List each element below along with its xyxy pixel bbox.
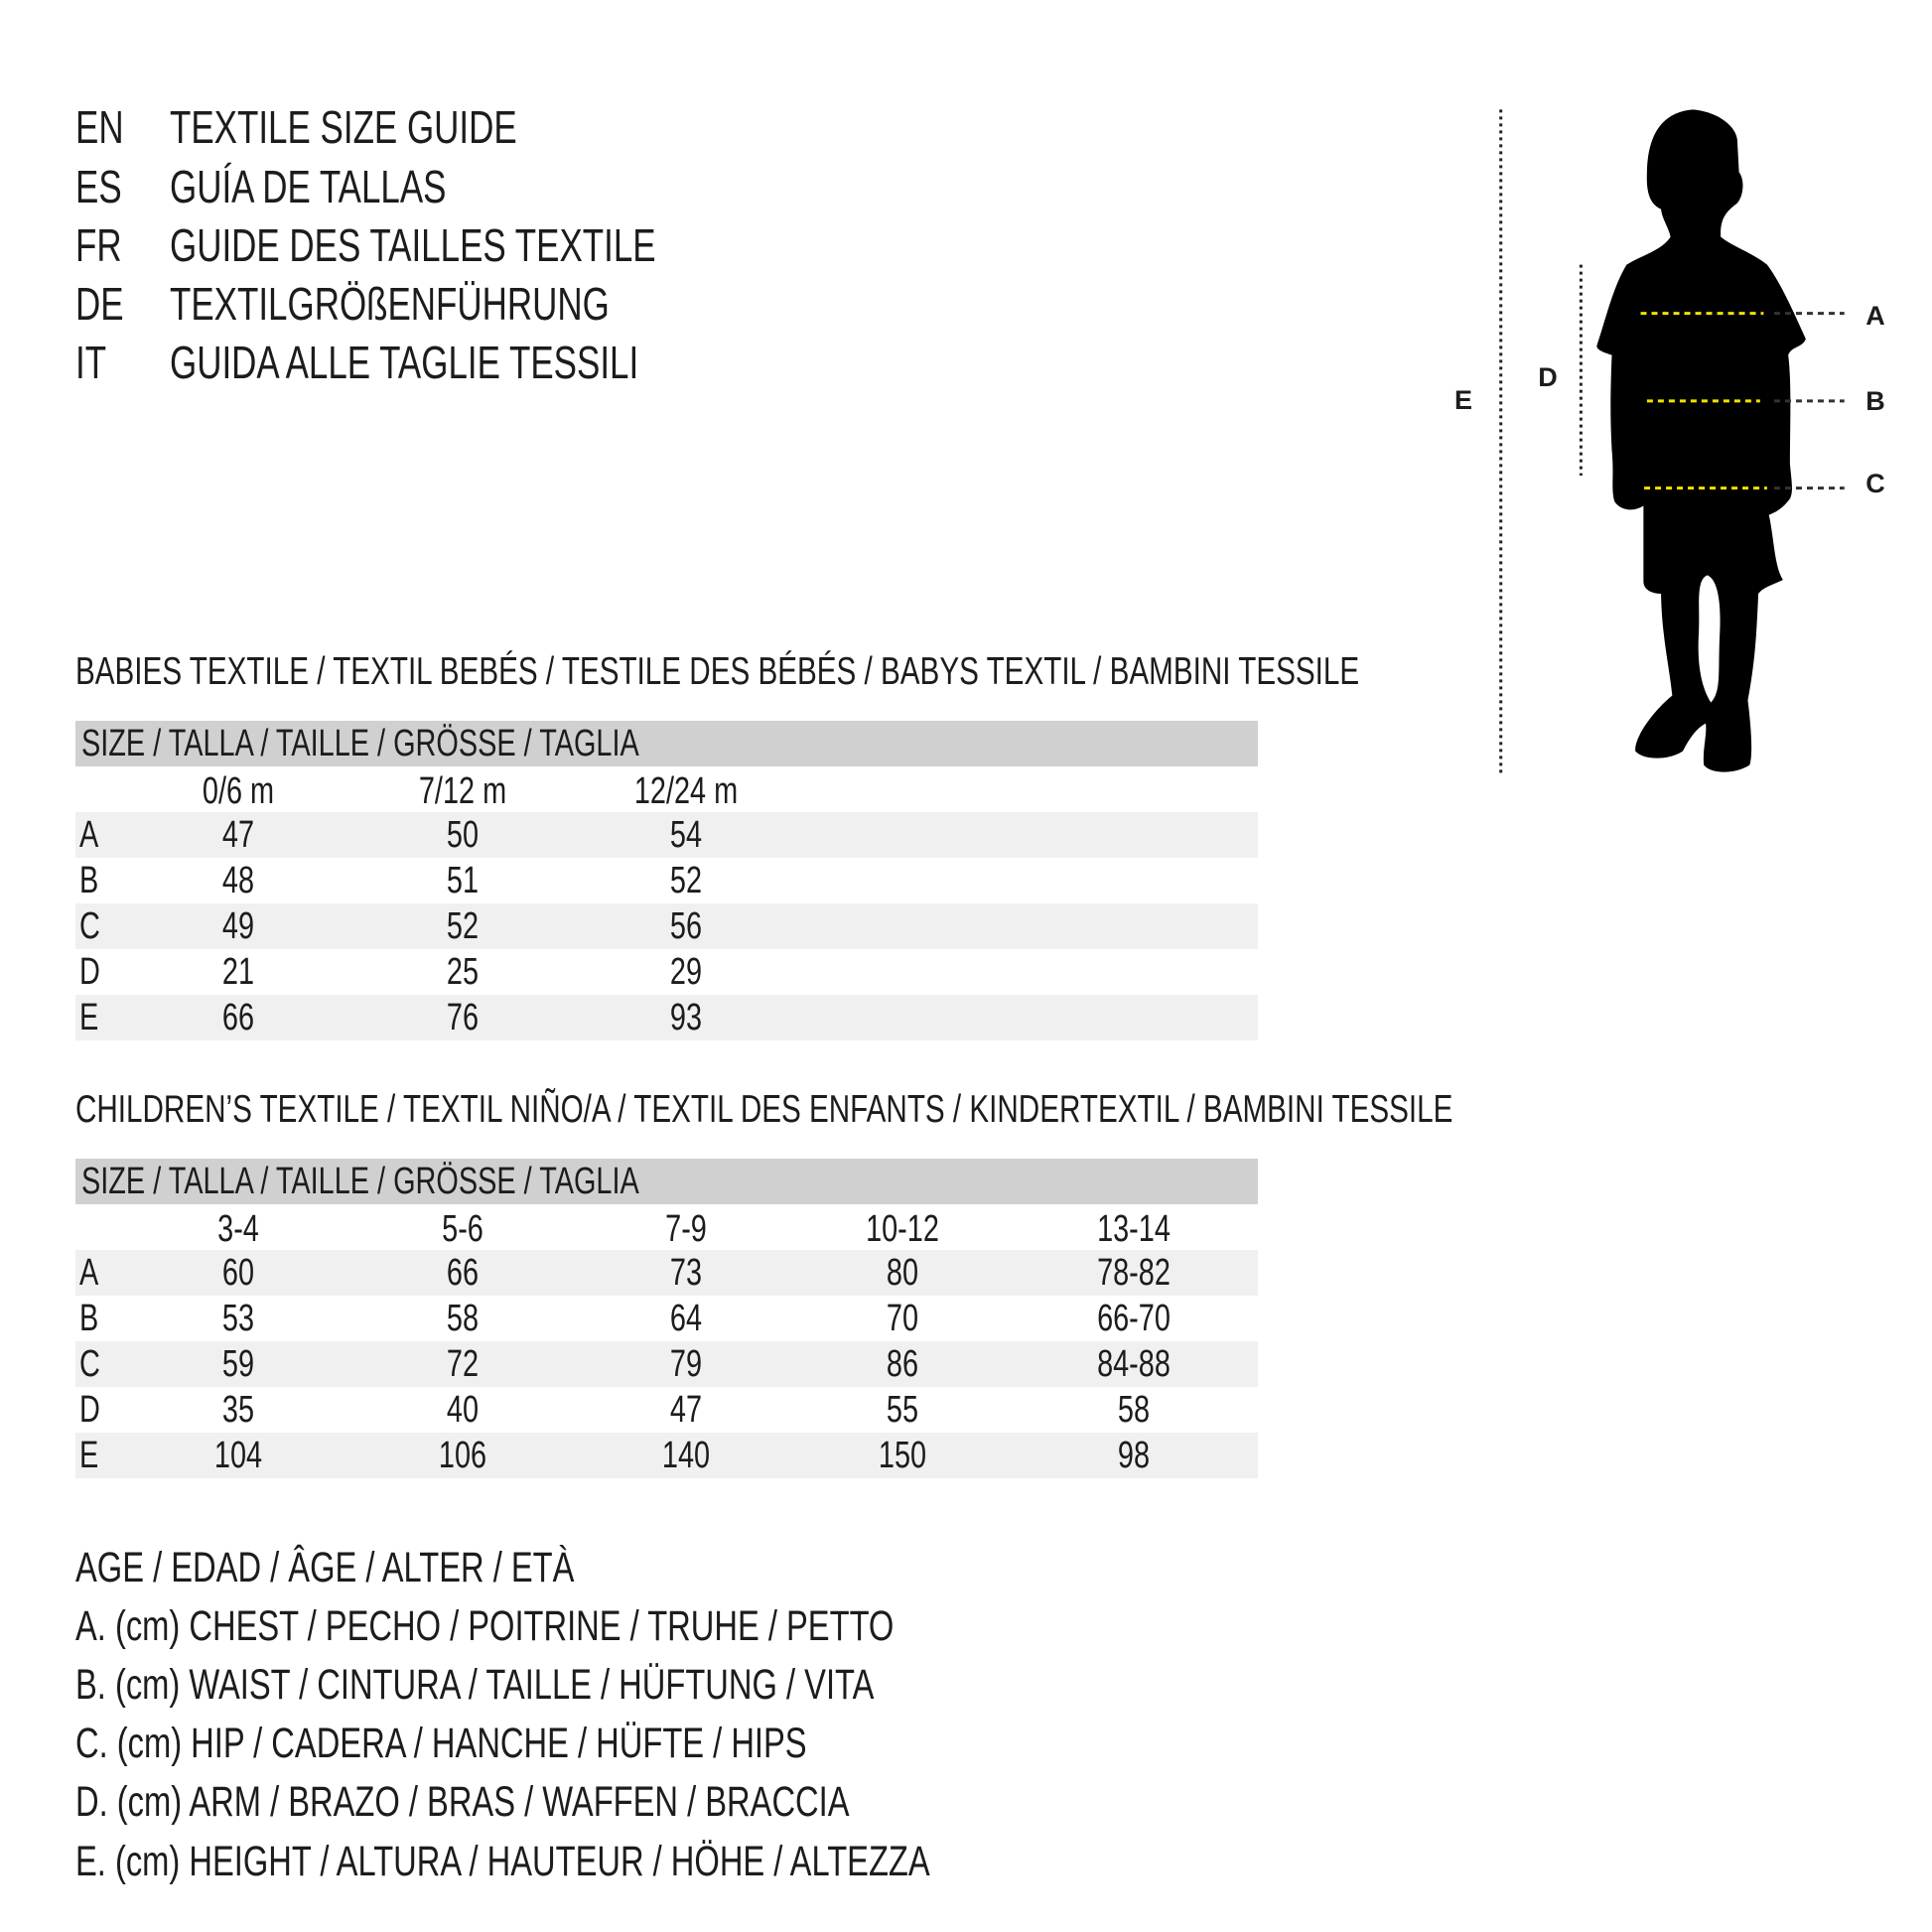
figure-label-b: B <box>1865 386 1885 416</box>
child-silhouette-icon <box>1596 109 1806 772</box>
column-header: 12/24 m <box>633 770 739 812</box>
table-cell: 59 <box>221 1343 255 1385</box>
table-row-background <box>75 1341 1258 1387</box>
table-cell: 51 <box>446 860 480 901</box>
table-cell: 58 <box>1117 1389 1151 1431</box>
legend-hip: C. (cm) HIP / CADERA / HANCHE / HÜFTE / … <box>75 1720 807 1767</box>
column-header: 13-14 <box>1097 1208 1171 1250</box>
table-cell: 140 <box>661 1435 711 1476</box>
figure-label-a: A <box>1865 301 1885 331</box>
table-cell: 72 <box>446 1343 480 1385</box>
table-cell: 53 <box>221 1298 255 1339</box>
table-row-background <box>75 1250 1258 1296</box>
column-header: 7-9 <box>665 1208 707 1250</box>
table-cell: 58 <box>446 1298 480 1339</box>
table-cell: 21 <box>221 951 255 993</box>
table-cell: 55 <box>886 1389 919 1431</box>
table-row-background <box>75 1433 1258 1478</box>
table-cell: 79 <box>669 1343 703 1385</box>
row-label: B <box>79 860 99 901</box>
table-row-background <box>75 903 1258 949</box>
table-cell: 66 <box>446 1252 480 1294</box>
table-cell: 47 <box>669 1389 703 1431</box>
table-cell: 104 <box>213 1435 263 1476</box>
table-cell: 84-88 <box>1097 1343 1171 1385</box>
table-cell: 150 <box>878 1435 927 1476</box>
table-cell: 48 <box>221 860 255 901</box>
title-fr: GUIDE DES TAILLES TEXTILE <box>170 219 656 271</box>
legend-age: AGE / EDAD / ÂGE / ALTER / ETÀ <box>75 1544 575 1591</box>
row-label: A <box>79 814 99 856</box>
table-cell: 93 <box>669 997 703 1038</box>
column-header: 3-4 <box>217 1208 259 1250</box>
size-header-label: SIZE / TALLA / TAILLE / GRÖSSE / TAGLIA <box>81 723 639 764</box>
lang-code-it: IT <box>75 337 107 388</box>
size-header-bar <box>75 1159 1258 1204</box>
column-header: 0/6 m <box>202 770 275 812</box>
table-row-background <box>75 812 1258 858</box>
table-cell: 60 <box>221 1252 255 1294</box>
table-row-background <box>75 995 1258 1040</box>
column-header: 7/12 m <box>418 770 507 812</box>
table-cell: 98 <box>1117 1435 1151 1476</box>
table-cell: 86 <box>886 1343 919 1385</box>
table-cell: 66-70 <box>1097 1298 1171 1339</box>
lang-code-fr: FR <box>75 219 122 271</box>
table-cell: 35 <box>221 1389 255 1431</box>
row-label: D <box>79 951 100 993</box>
column-header: 10-12 <box>866 1208 939 1250</box>
table-cell: 50 <box>446 814 480 856</box>
title-es: GUÍA DE TALLAS <box>170 161 447 212</box>
table-cell: 52 <box>446 905 480 947</box>
figure-label-c: C <box>1865 469 1885 498</box>
table-cell: 29 <box>669 951 703 993</box>
table-cell: 40 <box>446 1389 480 1431</box>
size-header-bar <box>75 721 1258 766</box>
table-cell: 56 <box>669 905 703 947</box>
row-label: C <box>79 905 100 947</box>
table-cell: 66 <box>221 997 255 1038</box>
title-it: GUIDA ALLE TAGLIE TESSILI <box>170 337 639 388</box>
lang-code-es: ES <box>75 161 122 212</box>
legend-waist: B. (cm) WAIST / CINTURA / TAILLE / HÜFTU… <box>75 1661 875 1709</box>
legend-chest: A. (cm) CHEST / PECHO / POITRINE / TRUHE… <box>75 1602 895 1650</box>
size-header-label: SIZE / TALLA / TAILLE / GRÖSSE / TAGLIA <box>81 1161 639 1202</box>
table-cell: 73 <box>669 1252 703 1294</box>
lang-code-de: DE <box>75 278 124 330</box>
row-label: B <box>79 1298 99 1339</box>
child-silhouette-diagram <box>1409 79 1932 802</box>
column-header: 5-6 <box>442 1208 483 1250</box>
babies-heading: BABIES TEXTILE / TEXTIL BEBÉS / TESTILE … <box>75 650 1360 693</box>
table-cell: 54 <box>669 814 703 856</box>
row-label: E <box>79 997 99 1038</box>
table-cell: 25 <box>446 951 480 993</box>
table-cell: 106 <box>438 1435 487 1476</box>
legend-height: E. (cm) HEIGHT / ALTURA / HAUTEUR / HÖHE… <box>75 1838 930 1885</box>
row-label: D <box>79 1389 100 1431</box>
table-cell: 76 <box>446 997 480 1038</box>
figure-label-e: E <box>1453 385 1473 415</box>
table-cell: 80 <box>886 1252 919 1294</box>
lang-code-en: EN <box>75 101 124 153</box>
table-cell: 64 <box>669 1298 703 1339</box>
title-en: TEXTILE SIZE GUIDE <box>170 101 517 153</box>
row-label: E <box>79 1435 99 1476</box>
legend-arm: D. (cm) ARM / BRAZO / BRAS / WAFFEN / BR… <box>75 1778 850 1826</box>
row-label: C <box>79 1343 100 1385</box>
title-de: TEXTILGRÖßENFÜHRUNG <box>170 278 610 330</box>
table-cell: 70 <box>886 1298 919 1339</box>
table-cell: 78-82 <box>1097 1252 1171 1294</box>
row-label: A <box>79 1252 99 1294</box>
table-cell: 49 <box>221 905 255 947</box>
children-heading: CHILDREN’S TEXTILE / TEXTIL NIÑO/A / TEX… <box>75 1088 1453 1131</box>
figure-label-d: D <box>1538 362 1558 392</box>
table-cell: 52 <box>669 860 703 901</box>
table-cell: 47 <box>221 814 255 856</box>
